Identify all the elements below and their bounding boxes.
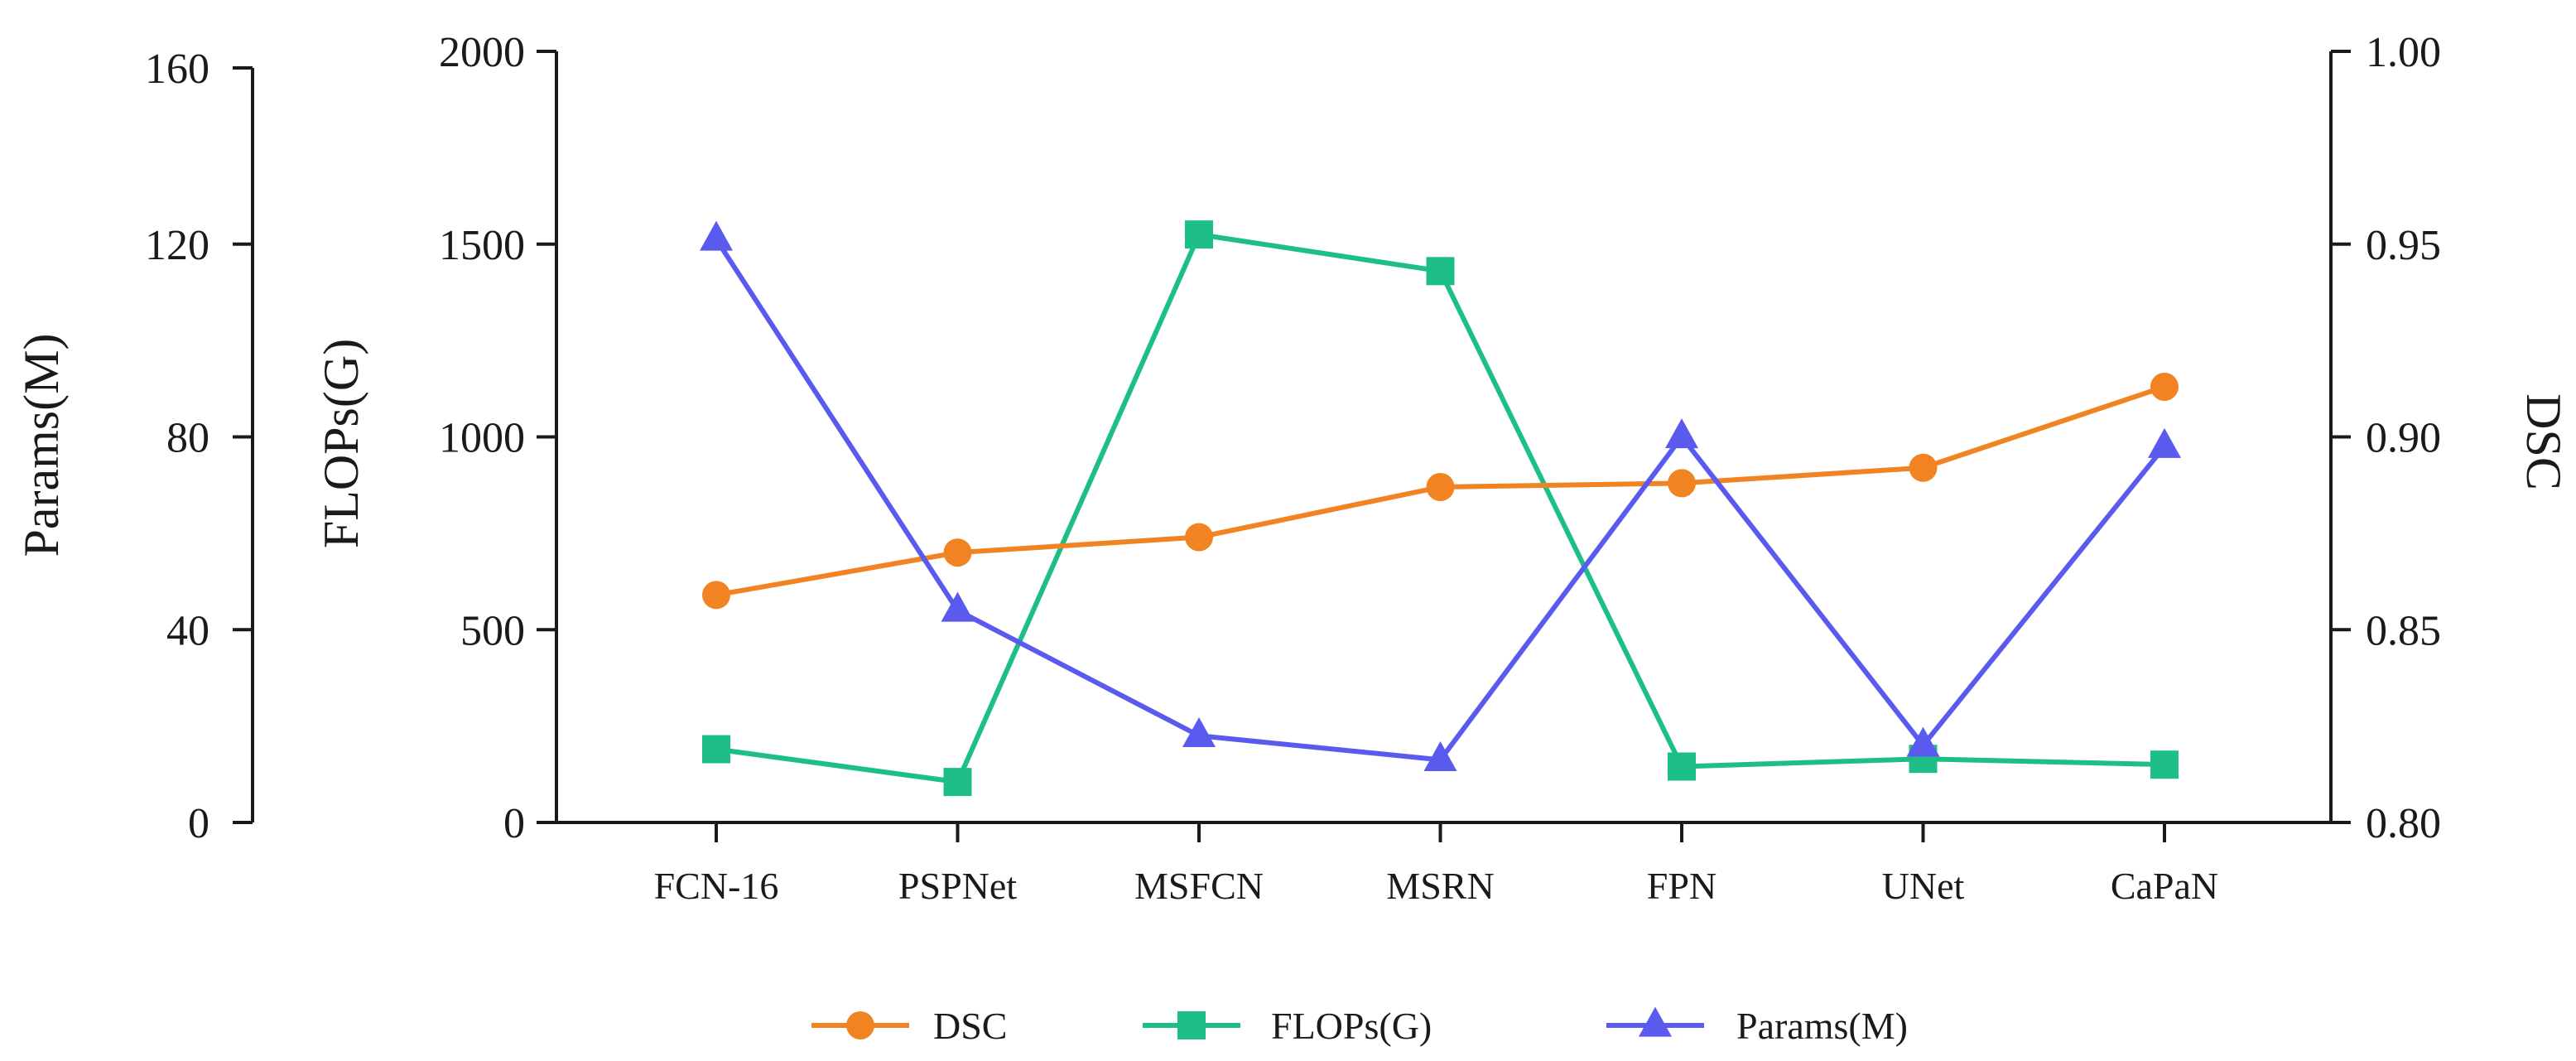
data-point-dsc <box>702 581 730 610</box>
flops-axis-title: FLOPs(G) <box>314 339 368 548</box>
legend-marker-params <box>1639 1006 1672 1037</box>
data-point-params <box>1906 726 1940 757</box>
x-tick-label: FPN <box>1647 865 1717 907</box>
x-tick-label: FCN-16 <box>654 865 779 907</box>
flops-tick-label: 0 <box>503 800 525 847</box>
dsc-axis-title: DSC <box>2516 393 2571 490</box>
flops-tick-label: 500 <box>460 607 525 654</box>
series-layer <box>700 220 2181 797</box>
data-point-dsc <box>1668 469 1696 498</box>
data-point-flops <box>943 768 972 797</box>
legend-marker-flops <box>1177 1011 1206 1039</box>
data-point-flops <box>1426 257 1455 286</box>
data-point-flops <box>1668 752 1696 781</box>
data-point-dsc <box>943 538 972 567</box>
data-point-params <box>1182 716 1216 747</box>
data-point-params <box>1423 741 1457 772</box>
data-point-params <box>941 591 975 622</box>
data-point-flops <box>702 735 730 764</box>
data-point-flops <box>1185 220 1213 249</box>
dsc-tick-label: 1.00 <box>2366 29 2441 76</box>
legend-label-flops: FLOPs(G) <box>1271 1005 1432 1047</box>
x-tick-label: PSPNet <box>898 865 1017 907</box>
x-tick-label: CaPaN <box>2111 865 2218 907</box>
axes-layer: 0 40 80 120 160 Params(M) 0 500 1000 1500 2000 FLOP… <box>14 29 2571 907</box>
flops-tick-label: 2000 <box>439 29 525 76</box>
params-tick-label: 160 <box>145 46 209 93</box>
params-axis-title: Params(M) <box>14 334 69 557</box>
legend-label-params: Params(M) <box>1736 1005 1908 1047</box>
params-tick-label: 120 <box>145 222 209 269</box>
legend-label-dsc: DSC <box>933 1005 1007 1047</box>
legend: DSC FLOPs(G) Params(M) <box>811 1005 1908 1047</box>
data-point-dsc <box>2150 372 2179 401</box>
flops-tick-label: 1000 <box>439 415 525 462</box>
x-tick-label: UNet <box>1882 865 1965 907</box>
dsc-tick-label: 0.80 <box>2366 800 2441 847</box>
data-point-params <box>2148 427 2181 458</box>
x-tick-label: MSFCN <box>1134 865 1264 907</box>
series-line-flops <box>715 232 2165 785</box>
legend-marker-dsc <box>846 1011 874 1039</box>
data-point-params <box>1665 418 1698 449</box>
dsc-tick-label: 0.90 <box>2366 415 2441 462</box>
dsc-tick-label: 0.95 <box>2366 222 2441 269</box>
x-tick-label: MSRN <box>1386 865 1494 907</box>
data-point-dsc <box>1185 523 1213 552</box>
params-tick-label: 40 <box>166 607 209 654</box>
params-tick-label: 0 <box>188 800 209 847</box>
data-point-flops <box>2150 750 2179 779</box>
data-point-dsc <box>1426 473 1455 502</box>
dsc-tick-label: 0.85 <box>2366 607 2441 654</box>
params-tick-label: 80 <box>166 415 209 462</box>
data-point-dsc <box>1909 453 1938 482</box>
flops-tick-label: 1500 <box>439 222 525 269</box>
data-point-params <box>700 220 733 251</box>
